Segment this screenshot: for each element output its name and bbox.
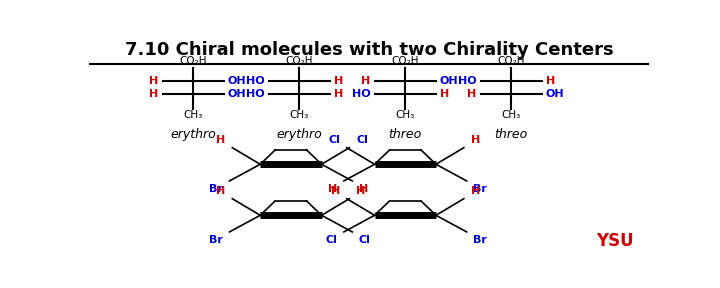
Text: OH: OH [228,90,246,99]
Text: erythro: erythro [171,128,216,141]
Text: CH₃: CH₃ [289,110,309,120]
Text: CH₃: CH₃ [396,110,415,120]
Text: H: H [216,135,225,145]
Text: CH₃: CH₃ [502,110,521,120]
Text: H: H [149,90,158,99]
Text: Br: Br [209,235,222,245]
Text: OH: OH [440,76,459,86]
Text: Cl: Cl [328,135,340,145]
Text: H: H [440,90,449,99]
Text: CO₂H: CO₂H [498,56,525,66]
Text: H: H [546,76,555,86]
Text: HO: HO [246,76,265,86]
Text: H: H [328,183,337,194]
Text: H: H [149,76,158,86]
Text: erythro: erythro [276,128,322,141]
Text: Cl: Cl [359,235,371,245]
Text: H: H [359,183,368,194]
Text: HO: HO [246,90,265,99]
Text: Br: Br [473,235,487,245]
Text: H: H [467,90,477,99]
Text: CH₃: CH₃ [184,110,203,120]
Text: YSU: YSU [596,232,634,250]
Text: HO: HO [352,90,371,99]
Text: OH: OH [228,76,246,86]
Text: Br: Br [473,183,487,194]
Text: H: H [356,186,366,196]
Text: H: H [471,186,480,196]
Text: H: H [361,76,371,86]
Text: OH: OH [546,90,564,99]
Text: CO₂H: CO₂H [179,56,207,66]
Text: H: H [471,135,480,145]
Text: HO: HO [458,76,477,86]
Text: threo: threo [495,128,528,141]
Text: H: H [334,90,343,99]
Text: CO₂H: CO₂H [286,56,313,66]
Text: threo: threo [389,128,422,141]
Text: H: H [330,186,340,196]
Text: Cl: Cl [356,135,368,145]
Text: CO₂H: CO₂H [392,56,419,66]
Text: 7.10 Chiral molecules with two Chirality Centers: 7.10 Chiral molecules with two Chirality… [125,41,613,59]
Text: H: H [216,186,225,196]
Text: H: H [334,76,343,86]
Text: Cl: Cl [325,235,337,245]
Text: Br: Br [209,183,222,194]
